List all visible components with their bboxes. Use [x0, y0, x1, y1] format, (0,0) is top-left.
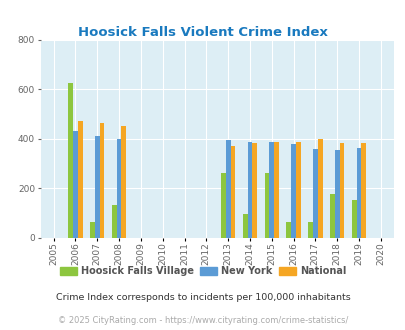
- Legend: Hoosick Falls Village, New York, National: Hoosick Falls Village, New York, Nationa…: [55, 262, 350, 280]
- Bar: [121, 126, 126, 238]
- Bar: [90, 221, 95, 238]
- Bar: [312, 149, 317, 238]
- Bar: [230, 146, 235, 238]
- Bar: [95, 136, 100, 238]
- Text: © 2025 CityRating.com - https://www.cityrating.com/crime-statistics/: © 2025 CityRating.com - https://www.city…: [58, 315, 347, 325]
- Bar: [116, 139, 121, 238]
- Bar: [307, 222, 312, 238]
- Bar: [100, 123, 104, 238]
- Bar: [286, 222, 290, 238]
- Bar: [334, 150, 339, 238]
- Bar: [78, 121, 83, 238]
- Bar: [329, 193, 334, 238]
- Bar: [269, 142, 273, 238]
- Bar: [290, 144, 295, 238]
- Text: Crime Index corresponds to incidents per 100,000 inhabitants: Crime Index corresponds to incidents per…: [55, 292, 350, 302]
- Bar: [225, 140, 230, 238]
- Bar: [317, 139, 322, 238]
- Bar: [360, 143, 365, 238]
- Bar: [220, 173, 225, 238]
- Bar: [252, 143, 256, 238]
- Bar: [264, 173, 269, 238]
- Bar: [273, 142, 278, 238]
- Bar: [351, 200, 356, 238]
- Bar: [356, 148, 360, 238]
- Bar: [295, 142, 300, 238]
- Bar: [68, 83, 73, 238]
- Bar: [339, 143, 343, 238]
- Bar: [247, 142, 252, 238]
- Bar: [242, 214, 247, 238]
- Bar: [73, 131, 78, 238]
- Text: Hoosick Falls Violent Crime Index: Hoosick Falls Violent Crime Index: [78, 26, 327, 39]
- Bar: [112, 205, 116, 238]
